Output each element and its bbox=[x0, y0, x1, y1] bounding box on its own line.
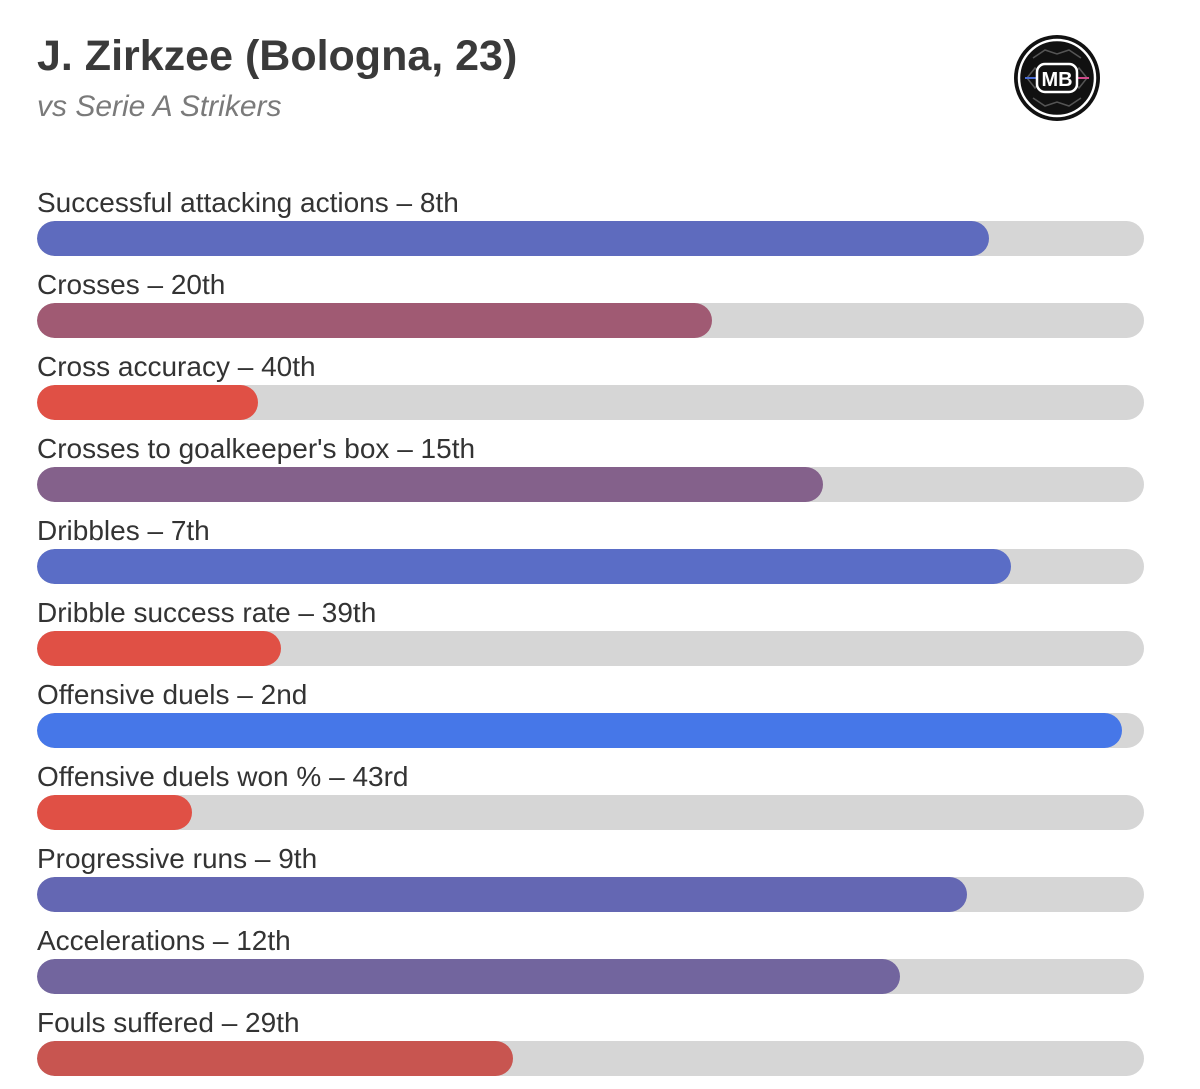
bar-fill bbox=[37, 877, 967, 912]
svg-text:MB: MB bbox=[1041, 69, 1072, 91]
bar-track bbox=[37, 385, 1144, 420]
bar-label: Cross accuracy – 40th bbox=[37, 351, 316, 382]
bar-row: Crosses – 20th bbox=[37, 264, 1144, 346]
bar-track bbox=[37, 467, 1144, 502]
bar-fill bbox=[37, 303, 712, 338]
chart-title: J. Zirkzee (Bologna, 23) bbox=[37, 32, 518, 80]
bar-label: Dribble success rate – 39th bbox=[37, 597, 377, 628]
bar-label: Crosses – 20th bbox=[37, 269, 226, 300]
bar-label: Successful attacking actions – 8th bbox=[37, 187, 459, 218]
bar-fill bbox=[37, 713, 1122, 748]
bar-row: Cross accuracy – 40th bbox=[37, 346, 1144, 428]
bar-row: Offensive duels won % – 43rd bbox=[37, 756, 1144, 838]
bar-track bbox=[37, 959, 1144, 994]
bar-fill bbox=[37, 959, 900, 994]
bar-label: Progressive runs – 9th bbox=[37, 843, 318, 874]
bar-label: Offensive duels won % – 43rd bbox=[37, 761, 409, 792]
bar-row: Progressive runs – 9th bbox=[37, 838, 1144, 920]
bar-track bbox=[37, 877, 1144, 912]
bar-fill bbox=[37, 467, 823, 502]
bar-row: Offensive duels – 2nd bbox=[37, 674, 1144, 756]
bar-fill bbox=[37, 221, 989, 256]
bar-label: Crosses to goalkeeper's box – 15th bbox=[37, 433, 476, 464]
bar-row: Crosses to goalkeeper's box – 15th bbox=[37, 428, 1144, 510]
bar-fill bbox=[37, 795, 192, 830]
bar-label: Dribbles – 7th bbox=[37, 515, 210, 546]
bar-label: Fouls suffered – 29th bbox=[37, 1007, 300, 1038]
bar-row: Dribbles – 7th bbox=[37, 510, 1144, 592]
bar-row: Accelerations – 12th bbox=[37, 920, 1144, 1002]
bar-row: Successful attacking actions – 8th bbox=[37, 182, 1144, 264]
bar-label: Offensive duels – 2nd bbox=[37, 679, 308, 710]
bar-track bbox=[37, 631, 1144, 666]
bar-track bbox=[37, 1041, 1144, 1076]
bar-row: Dribble success rate – 39th bbox=[37, 592, 1144, 674]
bar-label: Accelerations – 12th bbox=[37, 925, 291, 956]
bar-chart: Successful attacking actions – 8th Crosse… bbox=[37, 182, 1144, 1084]
bar-track bbox=[37, 713, 1144, 748]
bar-fill bbox=[37, 385, 258, 420]
bar-track bbox=[37, 549, 1144, 584]
bar-fill bbox=[37, 549, 1011, 584]
bar-track bbox=[37, 795, 1144, 830]
bar-fill bbox=[37, 1041, 513, 1076]
bar-track bbox=[37, 221, 1144, 256]
mb-logo-icon: MB bbox=[1014, 35, 1100, 121]
bar-track bbox=[37, 303, 1144, 338]
bar-row: Fouls suffered – 29th bbox=[37, 1002, 1144, 1084]
chart-subtitle: vs Serie A Strikers bbox=[37, 90, 282, 123]
bar-fill bbox=[37, 631, 281, 666]
